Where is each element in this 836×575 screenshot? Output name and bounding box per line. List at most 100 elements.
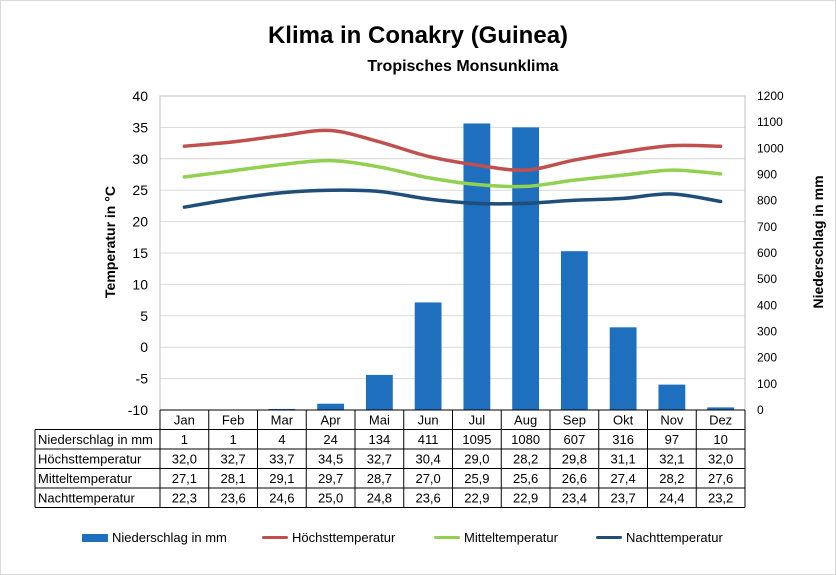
table-cell-value: 30,4 (415, 452, 440, 467)
table-cell-value: 607 (564, 432, 586, 447)
y-tick-left: 30 (132, 151, 148, 167)
x-tick-label: Nov (660, 413, 684, 428)
legend-label: Niederschlag in mm (112, 530, 227, 545)
table-cell-value: 411 (418, 432, 439, 447)
table-cell-value: 22,9 (513, 491, 538, 506)
table-cell-value: 32,0 (708, 452, 733, 467)
table-cell-value: 23,6 (415, 491, 440, 506)
table-cell-value: 27,6 (708, 471, 733, 486)
table-cell-value: 25,0 (318, 491, 343, 506)
legend-swatch-bar (82, 533, 108, 542)
legend-item-niederschlag: Niederschlag in mm (82, 530, 227, 545)
y-tick-left: 5 (140, 308, 148, 324)
bar-niederschlag (317, 403, 345, 410)
table-cell-value: 10 (713, 432, 727, 447)
y-tick-right: 1000 (757, 141, 784, 155)
y-axis-left-title: Temperatur in °C (102, 186, 118, 298)
x-tick-label: Jun (418, 413, 439, 428)
y-tick-right: 800 (757, 194, 777, 208)
legend-label: Mitteltemperatur (464, 530, 558, 545)
table-cell-value: 32,7 (220, 452, 245, 467)
bar-niederschlag (365, 374, 393, 410)
bar-niederschlag (560, 251, 588, 410)
x-tick-label: Feb (222, 413, 244, 428)
y-tick-left: 15 (132, 245, 148, 261)
table-cell-value: 32,7 (367, 452, 392, 467)
y-tick-right: 900 (757, 168, 777, 182)
legend: Niederschlag in mm Höchsttemperatur Mitt… (0, 530, 836, 550)
table-row-label: Nachttemperatur (38, 491, 135, 506)
y-tick-right: 500 (757, 272, 777, 286)
x-tick-label: Sep (563, 413, 586, 428)
table-cell-value: 22,3 (172, 491, 197, 506)
table-cell-value: 26,6 (562, 471, 587, 486)
line-mitteltemperatur (182, 158, 723, 189)
y-tick-right: 1200 (757, 89, 784, 103)
bar-niederschlag (658, 384, 686, 410)
y-tick-right: 700 (757, 220, 777, 234)
y-tick-right: 100 (757, 377, 777, 391)
table-cell-value: 134 (369, 432, 391, 447)
table-cell-value: 28,1 (220, 471, 245, 486)
table-cell-value: 28,2 (659, 471, 684, 486)
legend-label: Nachttemperatur (626, 530, 723, 545)
bar-niederschlag (414, 302, 442, 410)
bar-niederschlag (609, 327, 637, 410)
table-cell-value: 4 (278, 432, 285, 447)
legend-label: Höchsttemperatur (292, 530, 396, 545)
table-cell-value: 24,4 (659, 491, 684, 506)
table-cell-value: 25,6 (513, 471, 538, 486)
y-tick-left: 40 (132, 88, 148, 104)
y-tick-right: 200 (757, 351, 777, 365)
bar-niederschlag (707, 407, 735, 410)
table-cell-value: 1080 (511, 432, 540, 447)
table-cell-value: 23,7 (610, 491, 635, 506)
x-tick-label: Jul (469, 413, 486, 428)
table-row-label: Höchsttemperatur (38, 452, 142, 467)
legend-swatch-line (434, 536, 460, 539)
table-cell-value: 23,6 (220, 491, 245, 506)
table-cell-value: 29,8 (562, 452, 587, 467)
table-cell-value: 27,0 (415, 471, 440, 486)
legend-item-mittel: Mitteltemperatur (434, 530, 558, 545)
table-cell-value: 29,7 (318, 471, 343, 486)
y-tick-right: 600 (757, 246, 777, 260)
table-cell-value: 28,2 (513, 452, 538, 467)
x-tick-label: Dez (709, 413, 732, 428)
table-cell-value: 33,7 (269, 452, 294, 467)
legend-item-hoechst: Höchsttemperatur (262, 530, 395, 545)
x-tick-label: Aug (514, 413, 537, 428)
legend-swatch-line (262, 536, 288, 539)
y-tick-right: 400 (757, 298, 777, 312)
table-cell-value: 24 (323, 432, 337, 447)
table-cell-value: 1 (230, 432, 237, 447)
y-axis-right-title: Niederschlag in mm (810, 175, 826, 309)
table-cell-value: 29,0 (464, 452, 489, 467)
table-cell-value: 24,6 (269, 491, 294, 506)
x-tick-label: Mar (271, 413, 294, 428)
y-tick-right: 0 (757, 403, 764, 417)
table-cell-value: 316 (612, 432, 634, 447)
bar-niederschlag (463, 123, 491, 410)
x-tick-label: Jan (174, 413, 195, 428)
y-tick-left: 20 (132, 214, 148, 230)
table-cell-value: 97 (665, 432, 679, 447)
y-tick-left: 25 (132, 182, 148, 198)
x-tick-label: Okt (613, 413, 634, 428)
table-row-label: Mitteltemperatur (38, 471, 133, 486)
y-tick-right: 1100 (757, 115, 783, 129)
bar-niederschlag (268, 408, 296, 410)
line-nachttemperatur (182, 188, 723, 209)
table-cell-value: 29,1 (269, 471, 294, 486)
table-cell-value: 28,7 (367, 471, 392, 486)
table-cell-value: 27,1 (172, 471, 197, 486)
x-tick-label: Mai (369, 413, 390, 428)
legend-swatch-line (596, 536, 622, 539)
table-cell-value: 23,4 (562, 491, 587, 506)
table-cell-value: 34,5 (318, 452, 343, 467)
y-tick-left: -10 (128, 402, 148, 418)
table-cell-value: 31,1 (610, 452, 635, 467)
table-cell-value: 23,2 (708, 491, 733, 506)
chart-subtitle: Tropisches Monsunklima (367, 58, 559, 75)
